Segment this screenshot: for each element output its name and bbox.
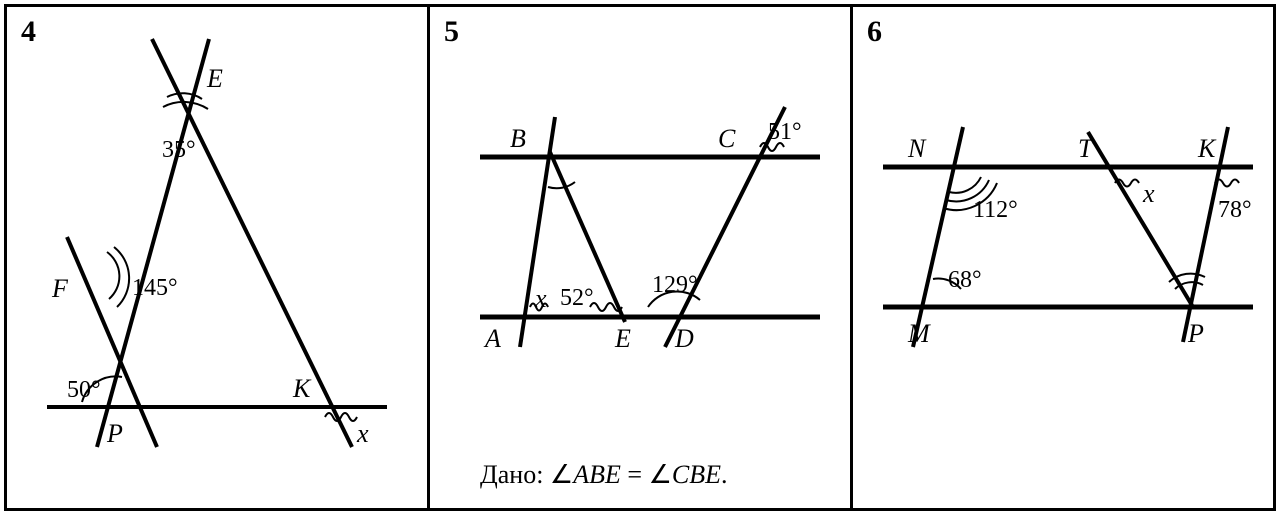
given-prefix: Дано: (480, 460, 550, 489)
diagram-6: N T K M P 112° 68° x 78° (853, 7, 1273, 507)
angle-x: x (1142, 179, 1155, 208)
problem-4: 4 E F P K 35° 145° (7, 7, 430, 508)
angle-35: 35° (162, 137, 196, 163)
problem-6: 6 N T K (853, 7, 1273, 508)
label-F: F (51, 274, 69, 303)
given-angle-2: CBE (672, 460, 721, 489)
angle-50: 50° (67, 377, 101, 403)
angle-129: 129° (652, 272, 698, 298)
given-eq: = (621, 460, 649, 489)
label-T: T (1078, 134, 1094, 163)
problem-5: 5 B C A E D (430, 7, 853, 508)
angle-68: 68° (948, 267, 982, 293)
diagram-4: E F P K 35° 145° 50° x (7, 7, 427, 507)
angle-112: 112° (973, 197, 1018, 223)
label-P: P (1187, 319, 1204, 348)
given-suffix: . (721, 460, 728, 489)
label-B: B (510, 124, 526, 153)
label-K: K (1197, 134, 1217, 163)
problems-row: 4 E F P K 35° 145° (4, 4, 1276, 511)
label-D: D (674, 324, 694, 353)
angle-51: 51° (768, 119, 802, 145)
label-A: A (483, 324, 501, 353)
diagram-5: B C A E D 51° x 52° 129° (430, 7, 850, 507)
label-E: E (206, 64, 223, 93)
label-N: N (907, 134, 927, 163)
label-M: M (907, 319, 931, 348)
angle-x: x (534, 284, 547, 313)
given-angle-1: ABE (573, 460, 621, 489)
given-text: Дано: ∠ABE = ∠CBE. (480, 460, 727, 490)
label-E: E (614, 324, 631, 353)
angle-145: 145° (132, 275, 178, 301)
angle-52: 52° (560, 285, 594, 311)
label-P: P (106, 419, 123, 448)
angle-78: 78° (1218, 197, 1252, 223)
label-C: C (718, 124, 736, 153)
angle-x: x (356, 419, 369, 448)
label-K: K (292, 374, 312, 403)
